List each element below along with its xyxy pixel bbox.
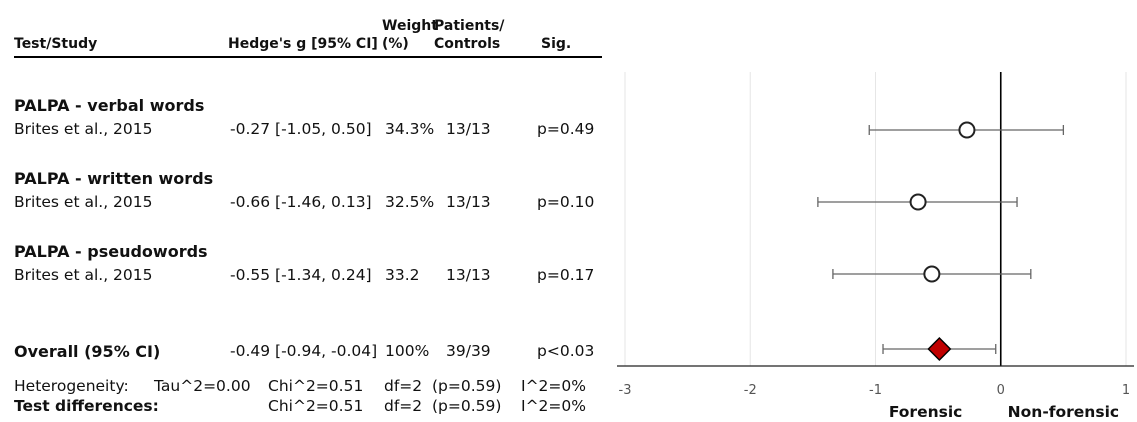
x-tick-label: -3 (619, 383, 632, 398)
heterogeneity-chi: Chi^2=0.51 (268, 377, 364, 395)
study-point (958, 121, 976, 139)
x-tick-label: -2 (744, 383, 757, 398)
study-point (923, 265, 941, 283)
test-differences-chi: Chi^2=0.51 (268, 397, 364, 415)
group-title-pseudowords: PALPA - pseudowords (14, 242, 208, 261)
sig-value: p=0.49 (537, 120, 595, 138)
study-label: Brites et al., 2015 (14, 266, 153, 284)
x-tick-label: 0 (997, 383, 1005, 398)
header-effect: Hedge's g [95% CI] (228, 36, 378, 52)
x-tick-label: 1 (1122, 383, 1130, 398)
header-weight-line1: Weight (382, 18, 438, 34)
sig-value: p=0.17 (537, 266, 595, 284)
header-sig: Sig. (541, 36, 572, 52)
effect-value: -0.66 [-1.46, 0.13] (230, 193, 372, 211)
effect-value: -0.27 [-1.05, 0.50] (230, 120, 372, 138)
effect-value: -0.55 [-1.34, 0.24] (230, 266, 372, 284)
patients-controls-value: 13/13 (446, 120, 491, 138)
heterogeneity-tau: Tau^2=0.00 (154, 377, 251, 395)
x-axis-word-non-forensic: Non-forensic (1008, 403, 1119, 421)
test-differences-i2: I^2=0% (521, 397, 586, 415)
header-patients-line1: Patients/ (434, 18, 505, 34)
header-weight-line2: (%) (382, 36, 409, 52)
test-differences-label: Test differences: (14, 397, 159, 415)
overall-label: Overall (95% CI) (14, 342, 161, 361)
weight-value: 33.2 (385, 266, 420, 284)
heterogeneity-df: df=2 (384, 377, 423, 395)
x-tick-label: -1 (869, 383, 882, 398)
x-axis-word-forensic: Forensic (889, 403, 963, 421)
patients-controls-value: 13/13 (446, 193, 491, 211)
patients-controls-value: 13/13 (446, 266, 491, 284)
weight-value: 32.5% (385, 193, 435, 211)
overall-effect-value: -0.49 [-0.94, -0.04] (230, 342, 378, 360)
study-label: Brites et al., 2015 (14, 120, 153, 138)
header-patients-line2: Controls (434, 36, 501, 52)
group-title-verbal-words: PALPA - verbal words (14, 96, 205, 115)
summary-diamond (927, 337, 952, 361)
group-title-written-words: PALPA - written words (14, 169, 214, 188)
heterogeneity-label: Heterogeneity: (14, 377, 129, 395)
heterogeneity-i2: I^2=0% (521, 377, 586, 395)
study-label: Brites et al., 2015 (14, 193, 153, 211)
heterogeneity-p: (p=0.59) (432, 377, 502, 395)
overall-weight-value: 100% (385, 342, 430, 360)
header-study: Test/Study (14, 36, 98, 52)
overall-sig-value: p<0.03 (537, 342, 595, 360)
test-differences-p: (p=0.59) (432, 397, 502, 415)
test-differences-df: df=2 (384, 397, 423, 415)
study-point (909, 193, 927, 211)
weight-value: 34.3% (385, 120, 435, 138)
header-rule (14, 56, 602, 58)
overall-patients-controls-value: 39/39 (446, 342, 491, 360)
sig-value: p=0.10 (537, 193, 595, 211)
